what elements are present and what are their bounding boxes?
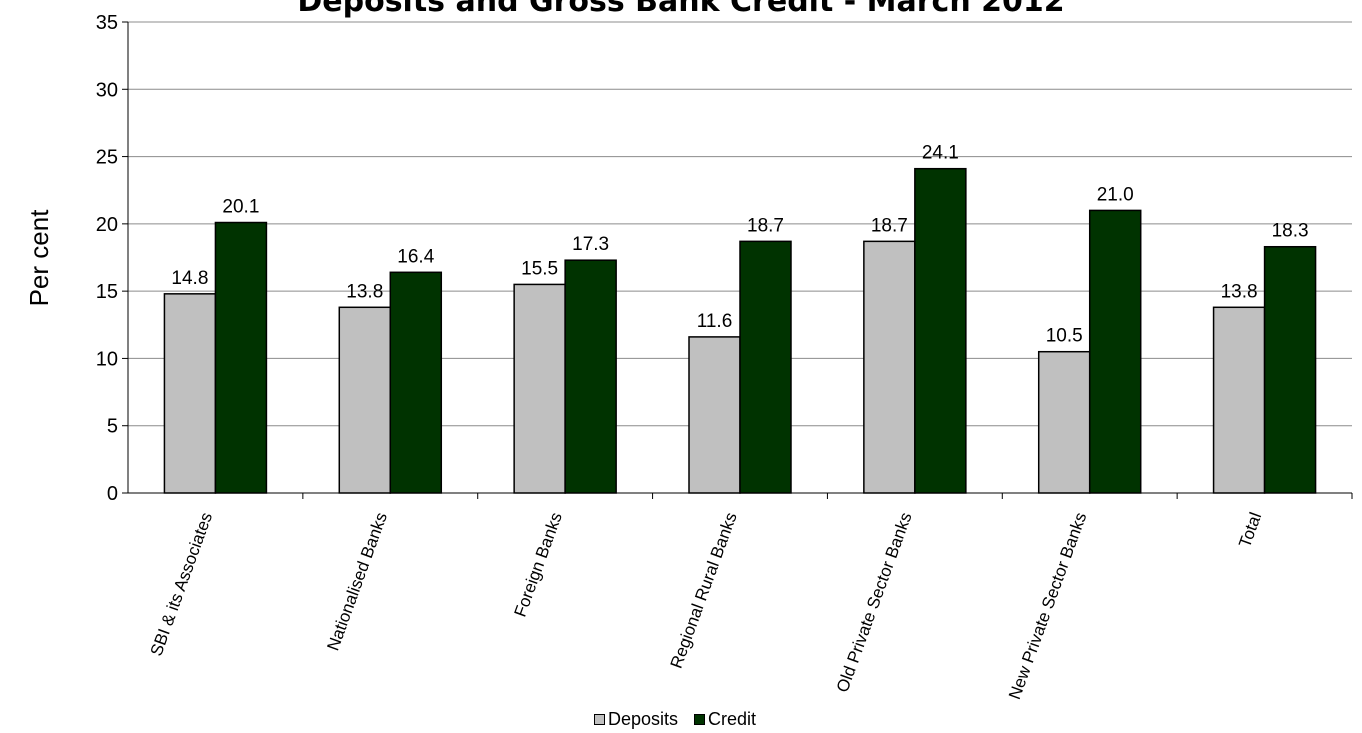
data-label-deposits: 11.6: [697, 311, 733, 332]
bar-deposits: [1212, 306, 1266, 494]
y-tick-label: 15: [96, 281, 118, 303]
y-tick-label: 0: [107, 483, 118, 505]
legend-item-deposits: Deposits: [594, 709, 678, 730]
x-tick-label: Old Private Sector Banks: [833, 510, 916, 695]
data-label-deposits: 13.8: [346, 281, 383, 302]
data-label-deposits: 13.8: [1221, 281, 1258, 302]
data-label-credit: 17.3: [572, 234, 609, 255]
x-tick-label: Foreign Banks: [511, 510, 566, 620]
y-tick-label: 35: [96, 12, 118, 34]
legend-label: Credit: [708, 709, 757, 729]
legend-item-credit: Credit: [694, 709, 756, 730]
x-tick-label: SBI & its Associates: [147, 510, 217, 659]
data-label-credit: 18.3: [1272, 221, 1309, 242]
legend-swatch: [694, 714, 706, 725]
bar-deposits: [513, 283, 566, 494]
bar-credit: [914, 167, 967, 494]
bar-deposits: [338, 306, 392, 494]
data-label-credit: 18.7: [747, 215, 784, 236]
data-label-deposits: 10.5: [1046, 326, 1083, 347]
chart-title: Deposits and Gross Bank Credit - March 2…: [297, 0, 1065, 19]
bar-deposits: [863, 240, 916, 494]
legend-label: Deposits: [608, 709, 679, 729]
legend: Deposits Credit: [594, 709, 756, 730]
y-axis-label: Per cent: [24, 209, 54, 307]
data-label-deposits: 15.5: [521, 258, 558, 279]
data-label-credit: 21.0: [1097, 184, 1134, 205]
x-tick-label: Regional Rural Banks: [667, 510, 741, 671]
legend-swatch: [594, 714, 605, 725]
bar-credit: [1263, 245, 1317, 494]
data-label-deposits: 18.7: [871, 215, 908, 236]
data-label-deposits: 14.8: [171, 268, 208, 289]
y-tick-label: 10: [96, 348, 118, 370]
bar-deposits: [163, 293, 217, 494]
y-tick-label: 30: [96, 79, 118, 101]
y-tick-label: 5: [107, 416, 118, 438]
bar-credit: [564, 259, 617, 494]
bar-deposits: [1037, 350, 1091, 494]
bar-credit: [214, 221, 268, 494]
y-tick-label: 25: [96, 147, 118, 169]
x-tick-label: New Private Sector Banks: [1005, 510, 1090, 702]
y-axis: 0 5 10 15 20 25 30 35: [96, 12, 129, 505]
x-tick-label: Nationalised Banks: [323, 510, 391, 653]
bar-deposits: [688, 336, 741, 494]
bar-credit: [1088, 209, 1142, 494]
data-label-credit: 20.1: [222, 197, 259, 218]
bar-credit: [389, 271, 443, 494]
x-axis: SBI & its Associates Nationalised Banks Fo…: [128, 492, 1353, 702]
x-tick-label: Total: [1235, 510, 1265, 550]
bars: [163, 167, 1317, 494]
bar-credit: [739, 240, 792, 494]
data-labels: 14.8 20.1 13.8 16.4 15.5 17.3 11.6 18.7 18.7 24.1…: [171, 143, 1308, 347]
data-label-credit: 16.4: [397, 246, 434, 267]
y-tick-label: 20: [96, 214, 118, 236]
data-label-credit: 24.1: [922, 143, 959, 164]
